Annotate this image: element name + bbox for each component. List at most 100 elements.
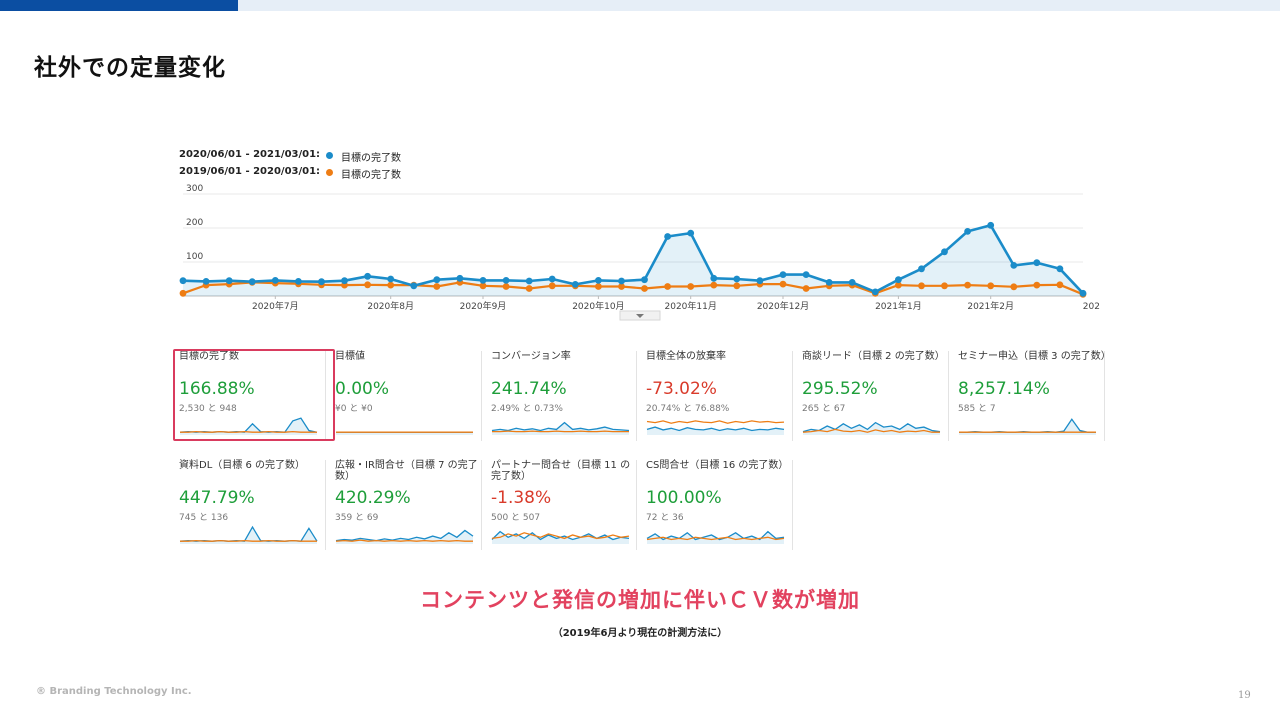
data-point[interactable] [479, 277, 487, 284]
data-point[interactable] [525, 285, 533, 292]
sparkline-line [491, 421, 630, 432]
data-point[interactable] [1033, 281, 1041, 289]
metric-tile[interactable]: 目標全体の放棄率 -73.02% 20.74% と 76.88% [646, 351, 796, 441]
data-point[interactable] [479, 282, 487, 290]
sparkline-line [335, 529, 474, 542]
data-point[interactable] [433, 276, 441, 284]
sparkline-line [802, 428, 940, 433]
data-point[interactable] [248, 278, 256, 286]
metric-tile[interactable]: パートナー問合せ（目標 11 の完了数） -1.38% 500 と 507 [491, 460, 641, 550]
data-point[interactable] [548, 275, 556, 283]
sparkline-area [336, 432, 473, 435]
tile-comparison: 2.49% と 0.73% [491, 404, 563, 414]
data-point[interactable] [756, 277, 764, 285]
data-point[interactable] [964, 281, 971, 289]
y-tick-label: 300 [186, 184, 203, 194]
data-point[interactable] [779, 271, 787, 278]
data-point[interactable] [456, 274, 464, 282]
data-point[interactable] [502, 283, 510, 290]
metric-tile[interactable]: コンバージョン率 241.74% 2.49% と 0.73% [491, 351, 641, 441]
data-point[interactable] [548, 282, 556, 290]
data-point[interactable] [364, 272, 371, 280]
data-point[interactable] [687, 283, 695, 290]
x-tick-label: 2021年1月 [875, 300, 922, 312]
tile-divider [325, 460, 326, 550]
y-tick-label: 200 [186, 218, 203, 228]
data-point[interactable] [1010, 283, 1018, 291]
metric-tile[interactable]: 目標値 0.00% ¥0 と ¥0 [335, 351, 485, 441]
data-point[interactable] [895, 281, 902, 289]
data-point[interactable] [1056, 281, 1064, 289]
data-point[interactable] [179, 289, 187, 297]
metric-tile[interactable]: 資料DL（目標 6 の完了数） 447.79% 745 と 136 [179, 460, 329, 550]
tile-divider [792, 460, 793, 550]
sparkline-area [336, 530, 473, 544]
data-point[interactable] [410, 282, 418, 290]
x-tick-label: 2020年12月 [757, 300, 809, 312]
data-point[interactable] [595, 277, 602, 284]
data-point[interactable] [918, 265, 925, 273]
x-tick-label: 2021年3月 [1083, 300, 1100, 312]
data-point[interactable] [341, 277, 348, 285]
data-point[interactable] [618, 283, 625, 290]
data-point[interactable] [641, 276, 648, 284]
data-point[interactable] [618, 277, 625, 285]
data-point[interactable] [525, 277, 533, 285]
tile-percent: 0.00% [335, 379, 390, 399]
data-point[interactable] [848, 279, 856, 286]
tile-name: コンバージョン率 [491, 351, 571, 362]
data-point[interactable] [987, 282, 995, 290]
sparkline-line [335, 539, 473, 542]
data-point[interactable] [1033, 259, 1041, 267]
data-point[interactable] [502, 277, 510, 284]
data-point[interactable] [941, 282, 948, 290]
data-point[interactable] [802, 285, 810, 292]
data-point[interactable] [733, 282, 741, 290]
data-point[interactable] [895, 276, 902, 284]
data-point[interactable] [433, 283, 441, 290]
metric-tile[interactable]: セミナー申込（目標 3 の完了数） 8,257.14% 585 と 7 [958, 351, 1111, 441]
data-point[interactable] [1079, 289, 1087, 297]
data-point[interactable] [871, 288, 879, 296]
tile-percent: 447.79% [179, 488, 255, 508]
data-point[interactable] [733, 275, 741, 283]
data-point[interactable] [225, 277, 233, 285]
data-point[interactable] [179, 277, 187, 285]
data-point[interactable] [595, 283, 602, 290]
data-point[interactable] [710, 281, 718, 289]
data-point[interactable] [387, 275, 395, 283]
data-point[interactable] [1056, 265, 1064, 273]
metric-tile[interactable]: 目標の完了数 166.88% 2,530 と 948 [179, 351, 329, 441]
tile-percent: -1.38% [491, 488, 552, 508]
data-point[interactable] [710, 274, 718, 282]
sparkline-area [959, 419, 1096, 435]
tile-comparison: 745 と 136 [179, 513, 229, 523]
legend-previous: 2019/06/01 - 2020/03/01: 目標の完了数 [179, 166, 401, 181]
tile-name: 目標値 [335, 351, 365, 362]
data-point[interactable] [1010, 262, 1018, 269]
data-point[interactable] [271, 277, 279, 284]
metric-tile[interactable]: 商談リード（目標 2 の完了数） 295.52% 265 と 67 [802, 351, 952, 441]
data-point[interactable] [987, 221, 995, 229]
x-tick-label: 2020年9月 [460, 300, 507, 312]
data-point[interactable] [802, 271, 810, 278]
data-point[interactable] [387, 281, 395, 289]
data-point[interactable] [918, 282, 925, 290]
metric-tile[interactable]: 広報・IR問合せ（目標 7 の完了数） 420.29% 359 と 69 [335, 460, 485, 550]
data-point[interactable] [964, 228, 971, 235]
data-point[interactable] [941, 248, 948, 256]
data-point[interactable] [202, 278, 210, 285]
x-tick-label: 2020年7月 [252, 300, 299, 312]
data-point[interactable] [364, 281, 371, 289]
data-point[interactable] [318, 278, 325, 286]
data-point[interactable] [825, 279, 833, 286]
data-point[interactable] [664, 233, 671, 240]
data-point[interactable] [571, 281, 579, 288]
data-point[interactable] [295, 278, 302, 285]
data-point[interactable] [687, 229, 695, 237]
copyright: ® Branding Technology Inc. [36, 686, 192, 697]
data-point[interactable] [641, 285, 648, 292]
data-point[interactable] [779, 280, 787, 288]
data-point[interactable] [664, 283, 671, 290]
metric-tile[interactable]: CS問合せ（目標 16 の完了数） 100.00% 72 と 36 [646, 460, 796, 550]
